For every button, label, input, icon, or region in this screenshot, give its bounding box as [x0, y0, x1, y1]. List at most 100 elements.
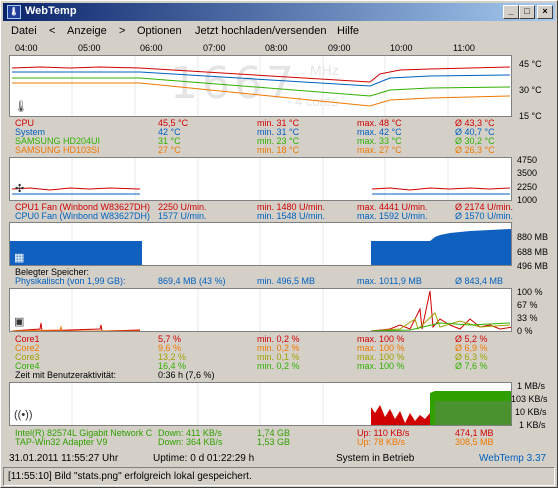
network-area	[71, 383, 511, 425]
memory-max: max. 1011,9 MB	[357, 276, 422, 286]
sensor-current: 27 °C	[158, 145, 181, 155]
fan-avg: Ø 1570 U/min.	[455, 211, 514, 221]
memory-area	[10, 223, 511, 265]
fan-scale: 3500	[517, 168, 538, 178]
adapter-up-total: 474,1 MB	[455, 428, 494, 438]
fan-scale: 1000	[517, 195, 538, 205]
temp-scale-low: 15 °C	[519, 111, 542, 121]
fan-lines	[11, 158, 511, 200]
net-scale: 1 KB/s	[519, 420, 546, 430]
sensor-avg: Ø 30,2 °C	[455, 136, 495, 146]
core-name: Core2	[15, 343, 40, 353]
fan-min: min. 1480 U/min.	[257, 202, 326, 212]
mem-scale: 880 MB	[517, 232, 549, 242]
adapter-down: Down: 364 KB/s	[158, 437, 223, 447]
memory-min: min. 496,5 MB	[257, 276, 316, 286]
memory-avg: Ø 843,4 MB	[455, 276, 504, 286]
menu-bar: Datei < Anzeige > Optionen Jetzt hochlad…	[3, 22, 555, 40]
fan-current: 2250 U/min.	[158, 202, 207, 212]
thermometer-app-icon: 🌡	[7, 5, 21, 19]
fan-icon: ✣	[15, 183, 25, 195]
temperature-lines	[11, 56, 511, 116]
core-min: min. 0,2 %	[257, 343, 300, 353]
fan-max: max. 1592 U/min.	[357, 211, 428, 221]
adapter-down-total: 1,53 GB	[257, 437, 291, 447]
uptime: Uptime: 0 d 01:22:29 h	[153, 453, 255, 464]
core-current: 5,7 %	[158, 334, 182, 344]
temp-scale-high: 45 °C	[519, 59, 542, 69]
hour-label: 07:00	[203, 43, 226, 53]
sensor-current: 31 °C	[158, 136, 181, 146]
sensor-avg: Ø 40,7 °C	[455, 127, 495, 137]
sensor-max: max. 33 °C	[357, 136, 402, 146]
hour-axis: 04:00 05:00 06:00 07:00 08:00 09:00 10:0…	[1, 43, 558, 55]
close-button[interactable]: ×	[537, 5, 553, 19]
thermometer-icon: 🌡	[14, 101, 28, 113]
menu-anzeige[interactable]: Anzeige	[67, 25, 107, 37]
core-min: min. 0,2 %	[257, 334, 300, 344]
hour-label: 04:00	[15, 43, 38, 53]
sensor-min: min. 23 °C	[257, 136, 300, 146]
datetime: 31.01.2011 11:55:27 Uhr	[9, 453, 119, 464]
memory-graph: ▦	[9, 222, 512, 266]
core-max: max. 100 %	[357, 343, 405, 353]
fan-name: CPU0 Fan (Winbond W83627DH)	[15, 211, 151, 221]
fan-min: min. 1548 U/min.	[257, 211, 326, 221]
adapter-up-total: 308,5 MB	[455, 437, 494, 447]
network-antenna-icon: ((•))	[14, 409, 33, 421]
sensor-max: max. 48 °C	[357, 118, 402, 128]
sensor-avg: Ø 43,3 °C	[455, 118, 495, 128]
net-scale: 10 KB/s	[515, 407, 547, 417]
hour-label: 05:00	[78, 43, 101, 53]
sensor-avg: Ø 26,3 °C	[455, 145, 495, 155]
menu-hilfe[interactable]: Hilfe	[337, 25, 360, 37]
network-graph: ((•))	[9, 382, 512, 426]
cpu-load-lines	[11, 289, 511, 331]
cpu-scale: 0 %	[517, 326, 533, 336]
adapter-up: Up: 110 KB/s	[357, 428, 410, 438]
cpu-scale: 67 %	[517, 300, 538, 310]
cpu-scale: 33 %	[517, 313, 538, 323]
hour-label: 09:00	[328, 43, 351, 53]
system-state: System in Betrieb	[336, 453, 415, 464]
core-count: 4 cores	[295, 94, 338, 109]
fan-max: max. 4441 U/min.	[357, 202, 428, 212]
sensor-min: min. 31 °C	[257, 127, 300, 137]
activity-value: 0:36 h (7,6 %)	[158, 370, 215, 380]
maximize-button[interactable]: □	[519, 5, 535, 19]
fan-avg: Ø 2174 U/min.	[455, 202, 514, 212]
cpu-chip-icon: ▣	[14, 316, 25, 328]
sensor-min: min. 31 °C	[257, 118, 300, 128]
hour-label: 11:00	[453, 43, 475, 53]
core-min: min. 0,2 %	[257, 361, 300, 371]
memory-chip-icon: ▦	[14, 252, 25, 264]
minimize-button[interactable]: _	[503, 5, 519, 19]
menu-upload[interactable]: Jetzt hochladen/versenden	[195, 25, 327, 37]
temp-scale-mid: 30 °C	[519, 85, 542, 95]
info-row: 31.01.2011 11:55:27 Uhr Uptime: 0 d 01:2…	[1, 452, 558, 466]
core-current: 16,4 %	[158, 361, 187, 371]
fan-name: CPU1 Fan (Winbond W83627DH)	[15, 202, 151, 212]
sensor-current: 42 °C	[158, 127, 181, 137]
menu-next[interactable]: >	[119, 25, 126, 37]
mem-scale: 496 MB	[517, 261, 549, 271]
memory-name: Physikalisch (von 1,99 GB):	[15, 276, 126, 286]
core-name: Core4	[15, 361, 40, 371]
fan-current: 1577 U/min.	[158, 211, 207, 221]
fan-scale: 2250	[517, 182, 538, 192]
core-avg: Ø 5,2 %	[455, 334, 488, 344]
core-avg: Ø 7,6 %	[455, 361, 488, 371]
memory-current: 869,4 MB (43 %)	[158, 276, 226, 286]
memory-heading: Belegter Speicher:	[15, 267, 90, 277]
hour-label: 10:00	[390, 43, 413, 53]
sensor-name: CPU	[15, 118, 35, 128]
menu-datei[interactable]: Datei	[11, 25, 37, 37]
app-version: WebTemp 3.37	[479, 453, 547, 464]
net-scale: 103 KB/s	[511, 394, 548, 404]
menu-optionen[interactable]: Optionen	[137, 25, 182, 37]
cpu-clock-display: 1667	[170, 58, 298, 109]
adapter-up: Up: 78 KB/s	[357, 437, 406, 447]
cpu-scale: 100 %	[517, 287, 543, 297]
menu-prev[interactable]: <	[49, 25, 56, 37]
core-name: Core1	[15, 334, 40, 344]
